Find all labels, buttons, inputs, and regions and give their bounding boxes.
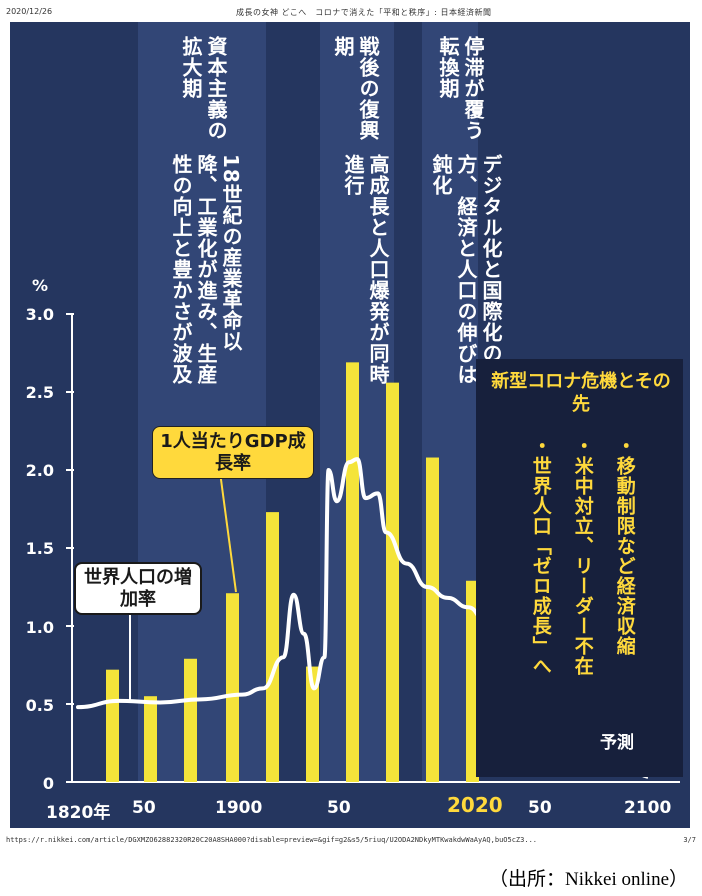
gdp-bar: [106, 669, 119, 782]
era-desc-1: 18世紀の産業革命以降、工業化が進み、生産性の向上と豊かさが波及: [169, 154, 243, 385]
era-desc-2: 高成長と人口爆発が同時進行: [341, 154, 390, 385]
chart-panel: 資本主義の拡大期 戦後の復興期 停滞が覆う転換期 18世紀の産業革命以降、工業化…: [10, 22, 690, 828]
gdp-bar: [184, 658, 197, 782]
x-tick-label: 50: [132, 798, 156, 818]
population-line: [76, 457, 491, 710]
forecast-item-3: ・世界人口「ゼロ成長」へ: [529, 436, 552, 676]
era-desc-3: デジタル化と国際化の一方、経済と人口の伸びは鈍化: [429, 154, 503, 385]
header-source-title: 成長の女神 どこへ コロナで消えた「平和と秩序」: 日本経済新聞: [236, 8, 492, 17]
x-tick-label: 50: [528, 798, 552, 818]
x-tick-label: 50: [327, 798, 351, 818]
gdp-callout: 1人当たりGDP成長率: [152, 426, 314, 480]
gdp-bar: [266, 512, 279, 782]
x-tick-label: 2020: [447, 793, 503, 817]
y-tick-label: 0.5: [25, 696, 54, 715]
page-header: 2020/12/26 成長の女神 どこへ コロナで消えた「平和と秩序」: 日本経…: [0, 0, 702, 22]
forecast-title: 新型コロナ危機とその先: [491, 371, 671, 416]
x-tick-label: 1900: [215, 798, 263, 818]
forecast-item-1: ・移動制限など経済収縮: [613, 436, 636, 656]
gdp-bar: [426, 457, 439, 782]
y-tick-label: 2.5: [25, 383, 54, 402]
era-title-3: 停滞が覆う転換期: [436, 36, 485, 141]
x-tick-label: 2100: [624, 798, 672, 818]
gdp-bar: [306, 666, 319, 782]
y-axis-unit: %: [32, 276, 49, 295]
forecast-label: 予測: [600, 733, 634, 753]
gdp-bar: [144, 696, 157, 782]
y-tick-label: 3.0: [25, 305, 54, 324]
era-title-1: 資本主義の拡大期: [179, 36, 228, 141]
gdp-bar: [226, 593, 239, 782]
page-footer: https://r.nikkei.com/article/DGXMZO62882…: [6, 836, 696, 844]
forecast-item-2: ・米中対立、リーダー不在: [571, 436, 594, 676]
source-credit: （出所：Nikkei online）: [489, 869, 688, 890]
forecast-panel: [476, 359, 683, 777]
x-tick-label: 1820年: [46, 803, 111, 823]
y-tick-label: 1.5: [25, 539, 54, 558]
population-callout: 世界人口の増加率: [74, 562, 202, 616]
gdp-bar: [386, 382, 399, 782]
era-band: [138, 22, 266, 782]
footer-url[interactable]: https://r.nikkei.com/article/DGXMZO62882…: [6, 836, 538, 844]
chart-svg: [66, 22, 680, 783]
gdp-bar: [466, 580, 479, 782]
y-tick-label: 1.0: [25, 618, 54, 637]
era-title-2: 戦後の復興期: [331, 36, 380, 141]
gdp-bar: [346, 362, 359, 782]
gdp-callout-pointer: [219, 471, 237, 593]
y-tick-label: 0: [42, 774, 54, 793]
header-date: 2020/12/26: [6, 7, 53, 16]
footer-page: 3/7: [683, 836, 696, 844]
y-tick-label: 2.0: [25, 461, 54, 480]
